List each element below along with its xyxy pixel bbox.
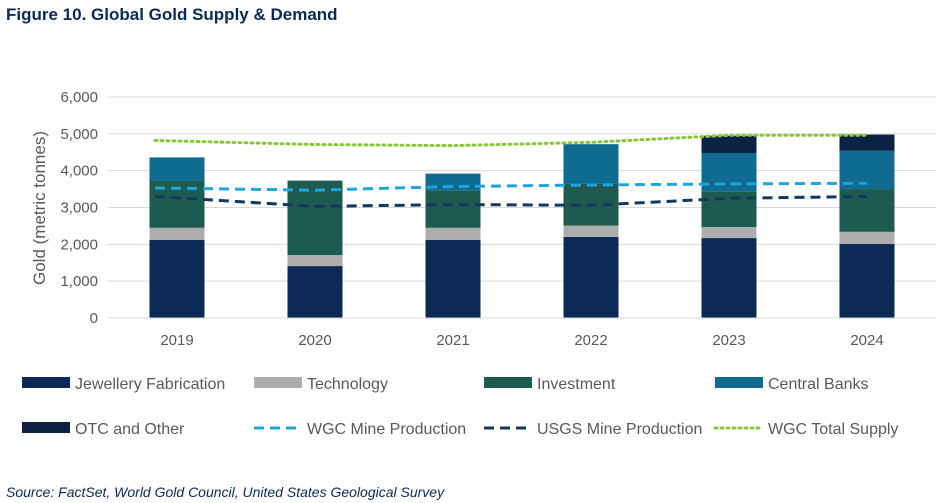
bar-series — [149, 134, 895, 318]
bar-segment — [287, 255, 343, 267]
y-axis-ticks: 0 1,000 2,000 3,000 4,000 5,000 6,000 — [60, 89, 98, 327]
bar-segment — [287, 180, 343, 256]
legend-label: Technology — [307, 376, 388, 393]
bar-segment — [287, 266, 343, 318]
legend: Jewellery Fabrication Technology Investmen… — [22, 376, 898, 438]
legend-swatch — [484, 377, 532, 388]
bar-segment — [425, 239, 481, 318]
x-tick-label: 2020 — [298, 332, 331, 349]
bar-segment — [149, 227, 205, 240]
legend-swatch — [22, 377, 70, 388]
legend-swatch — [22, 422, 70, 433]
legend-label: Central Banks — [768, 376, 869, 393]
bar-segment — [701, 227, 757, 239]
bar-segment — [701, 152, 757, 192]
figure-title: Figure 10. Global Gold Supply & Demand — [6, 5, 338, 24]
bar-segment — [563, 144, 619, 184]
legend-swatch — [715, 377, 763, 388]
series-line — [154, 181, 868, 192]
bar-segment — [425, 227, 481, 240]
legend-label: Investment — [537, 376, 616, 393]
bar-segment — [701, 238, 757, 318]
bar-segment — [839, 231, 895, 244]
x-tick-label: 2019 — [160, 332, 193, 349]
y-tick-label: 1,000 — [60, 273, 98, 290]
bar-segment — [425, 190, 481, 228]
x-tick-label: 2023 — [712, 332, 745, 349]
y-tick-label: 6,000 — [60, 89, 98, 106]
x-tick-label: 2022 — [574, 332, 607, 349]
x-axis-ticks: 2019 2020 2021 2022 2023 2024 — [160, 332, 883, 349]
y-tick-label: 2,000 — [60, 236, 98, 253]
series-line — [154, 194, 868, 208]
legend-label: WGC Mine Production — [307, 421, 466, 438]
bar-segment — [563, 236, 619, 318]
bar-segment — [149, 239, 205, 318]
y-tick-label: 4,000 — [60, 163, 98, 180]
y-tick-label: 5,000 — [60, 126, 98, 143]
legend-label: WGC Total Supply — [768, 421, 898, 438]
bar-segment — [149, 157, 205, 181]
legend-label: Jewellery Fabrication — [75, 376, 225, 393]
bar-segment — [839, 134, 895, 151]
legend-label: OTC and Other — [75, 421, 185, 438]
x-tick-label: 2024 — [850, 332, 883, 349]
grid-lines — [108, 96, 936, 282]
legend-swatch — [254, 377, 302, 388]
bar-segment — [839, 243, 895, 318]
legend-label: USGS Mine Production — [537, 421, 702, 438]
x-tick-label: 2021 — [436, 332, 469, 349]
source-note: Source: FactSet, World Gold Council, Uni… — [6, 484, 445, 500]
bar-segment — [701, 135, 757, 153]
bar-segment — [563, 225, 619, 237]
y-tick-label: 0 — [90, 310, 98, 327]
line-series — [153, 133, 869, 208]
y-tick-label: 3,000 — [60, 200, 98, 217]
y-axis-label: Gold (metric tonnes) — [30, 131, 49, 285]
series-line — [153, 133, 869, 148]
